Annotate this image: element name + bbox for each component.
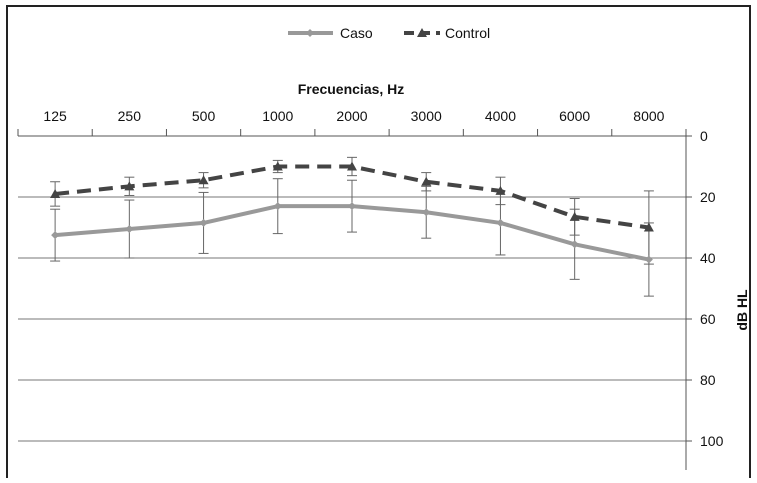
- y-axis-title: dB HL: [734, 289, 750, 331]
- control-point: [495, 185, 506, 195]
- caso-point: [348, 202, 356, 211]
- caso-point: [644, 255, 653, 264]
- x-tick-label-4000: 4000: [485, 108, 516, 124]
- x-axis-title: Frecuencias, Hz: [298, 81, 405, 97]
- y-tick-label-0: 0: [700, 128, 708, 144]
- control-point: [643, 222, 654, 232]
- y-tick-label-60: 60: [700, 311, 716, 327]
- caso-point: [496, 218, 505, 227]
- control-point: [198, 175, 209, 185]
- y-tick-label-100: 100: [700, 433, 724, 449]
- x-tick-label-6000: 6000: [559, 108, 590, 124]
- control-point: [50, 188, 61, 198]
- legend-marker-caso: [306, 29, 314, 37]
- y-tick-label-40: 40: [700, 250, 716, 266]
- legend-item-caso: Caso: [288, 25, 373, 41]
- caso-point: [570, 240, 579, 249]
- caso-point: [422, 208, 431, 217]
- caso-point: [125, 225, 134, 234]
- chart-border: [6, 5, 751, 478]
- x-tick-label-250: 250: [118, 108, 142, 124]
- y-tick-label-20: 20: [700, 189, 716, 205]
- x-tick-label-2000: 2000: [336, 108, 367, 124]
- control-point: [272, 161, 283, 171]
- x-tick-label-3000: 3000: [411, 108, 442, 124]
- x-tick-label-1000: 1000: [262, 108, 293, 124]
- legend-label-caso: Caso: [340, 25, 373, 41]
- caso-point: [273, 202, 282, 211]
- y-tick-label-80: 80: [700, 372, 716, 388]
- x-tick-label-500: 500: [192, 108, 216, 124]
- legend-marker-control: [417, 28, 427, 37]
- x-tick-label-8000: 8000: [633, 108, 664, 124]
- caso-point: [199, 218, 208, 227]
- control-point: [569, 211, 580, 221]
- caso-point: [51, 231, 60, 240]
- control-point: [421, 176, 432, 186]
- control-point: [124, 181, 135, 191]
- control-point: [347, 161, 357, 171]
- x-tick-label-125: 125: [43, 108, 67, 124]
- legend-label-control: Control: [445, 25, 490, 41]
- legend-item-control: Control: [404, 25, 490, 41]
